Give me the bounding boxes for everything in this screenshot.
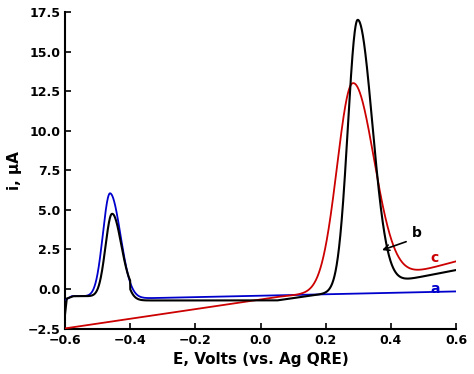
Text: a: a bbox=[430, 282, 439, 296]
X-axis label: E, Volts (vs. Ag QRE): E, Volts (vs. Ag QRE) bbox=[173, 352, 348, 367]
Y-axis label: i, μA: i, μA bbox=[7, 151, 22, 190]
Text: b: b bbox=[412, 226, 422, 240]
Text: c: c bbox=[430, 251, 438, 265]
